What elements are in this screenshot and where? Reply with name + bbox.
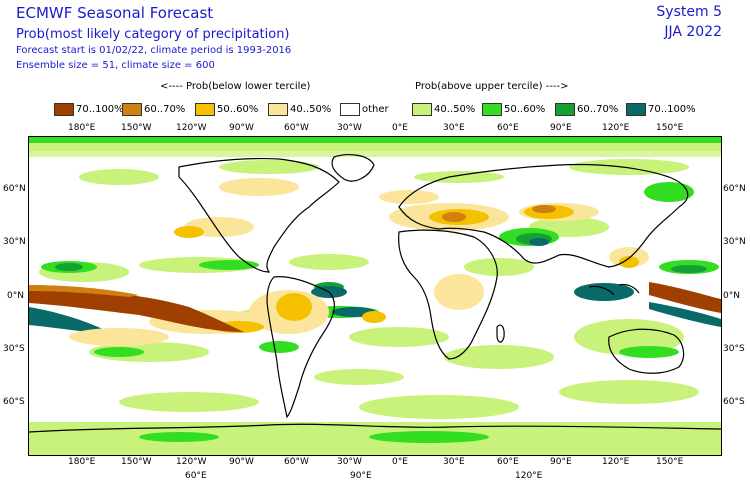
lon-tick-top: 120°E — [602, 123, 630, 133]
legend-below-label: <---- Prob(below lower tercile) — [160, 81, 311, 92]
lon-tick-bottom: 180°E — [68, 457, 96, 467]
legend-swatch — [195, 103, 215, 116]
lat-tick-left: 60°S — [3, 397, 25, 407]
brown-patches — [29, 205, 721, 332]
forecast-map-canvas — [29, 137, 721, 455]
lon-tick-top: 60°E — [497, 123, 519, 133]
lon-tick-bottom: 0°E — [392, 457, 408, 467]
forecast-map — [28, 136, 722, 456]
lon-tick-extra: 120°E — [515, 471, 543, 481]
legend-item-label: 40..50% — [290, 104, 332, 115]
lon-tick-top: 90°E — [550, 123, 572, 133]
lat-tick-left: 60°N — [3, 184, 26, 194]
legend-swatch — [268, 103, 288, 116]
legend-item: 40..50% — [268, 103, 331, 116]
lon-tick-top: 30°W — [337, 123, 362, 133]
legend-item-label: 40..50% — [434, 104, 476, 115]
legend-item: 40..50% — [412, 103, 475, 116]
lat-tick-right: 0°N — [723, 291, 740, 301]
legend-item-label: 60..70% — [144, 104, 186, 115]
lon-tick-top: 150°E — [656, 123, 684, 133]
lon-tick-bottom: 150°W — [121, 457, 152, 467]
legend-swatch — [54, 103, 74, 116]
legend-swatch — [626, 103, 646, 116]
lon-tick-bottom: 90°W — [229, 457, 254, 467]
lon-tick-bottom: 30°W — [337, 457, 362, 467]
lon-tick-top: 60°W — [284, 123, 309, 133]
legend-item: 70..100% — [626, 103, 696, 116]
lon-tick-top: 90°W — [229, 123, 254, 133]
lat-tick-left: 30°S — [3, 344, 25, 354]
page-subtitle: Prob(most likely category of precipitati… — [16, 27, 290, 42]
lon-tick-bottom: 90°E — [550, 457, 572, 467]
legend-item-label: 50..60% — [217, 104, 259, 115]
legend-item: other — [340, 103, 389, 116]
legend-above-label: Prob(above upper tercile) ----> — [415, 81, 569, 92]
page-title: ECMWF Seasonal Forecast — [16, 4, 214, 22]
legend-item-label: 70..100% — [648, 104, 696, 115]
legend-item-label: other — [362, 104, 389, 115]
legend-item: 70..100% — [54, 103, 124, 116]
coastlines — [29, 154, 721, 433]
legend-swatch — [122, 103, 142, 116]
legend-swatch — [340, 103, 360, 116]
lon-tick-top: 30°E — [443, 123, 465, 133]
system-label: System 5 — [656, 4, 722, 20]
legend-swatch — [555, 103, 575, 116]
lon-tick-bottom: 60°E — [497, 457, 519, 467]
legend-item: 60..70% — [122, 103, 185, 116]
legend-item-label: 60..70% — [577, 104, 619, 115]
lon-tick-bottom: 60°W — [284, 457, 309, 467]
lon-tick-extra: 60°E — [185, 471, 207, 481]
lat-tick-left: 30°N — [3, 237, 26, 247]
season-label: JJA 2022 — [664, 24, 722, 40]
lat-tick-right: 60°N — [723, 184, 746, 194]
legend-swatch — [482, 103, 502, 116]
legend-swatch — [412, 103, 432, 116]
lat-tick-left: 0°N — [7, 291, 24, 301]
lon-tick-top: 120°W — [176, 123, 207, 133]
lon-tick-bottom: 150°E — [656, 457, 684, 467]
lon-tick-bottom: 120°W — [176, 457, 207, 467]
legend-item: 60..70% — [555, 103, 618, 116]
lon-tick-top: 180°E — [68, 123, 96, 133]
legend-item: 50..60% — [482, 103, 545, 116]
lat-tick-right: 30°N — [723, 237, 746, 247]
legend-item-label: 50..60% — [504, 104, 546, 115]
legend-item: 50..60% — [195, 103, 258, 116]
lon-tick-top: 0°E — [392, 123, 408, 133]
forecast-start-text: Forecast start is 01/02/22, climate peri… — [16, 45, 292, 56]
lon-tick-bottom: 30°E — [443, 457, 465, 467]
lon-tick-extra: 90°E — [350, 471, 372, 481]
orange-patches — [174, 205, 639, 333]
lat-tick-right: 30°S — [723, 344, 745, 354]
lon-tick-bottom: 120°E — [602, 457, 630, 467]
legend-item-label: 70..100% — [76, 104, 124, 115]
lat-tick-right: 60°S — [723, 397, 745, 407]
lon-tick-top: 150°W — [121, 123, 152, 133]
ensemble-text: Ensemble size = 51, climate size = 600 — [16, 60, 215, 71]
